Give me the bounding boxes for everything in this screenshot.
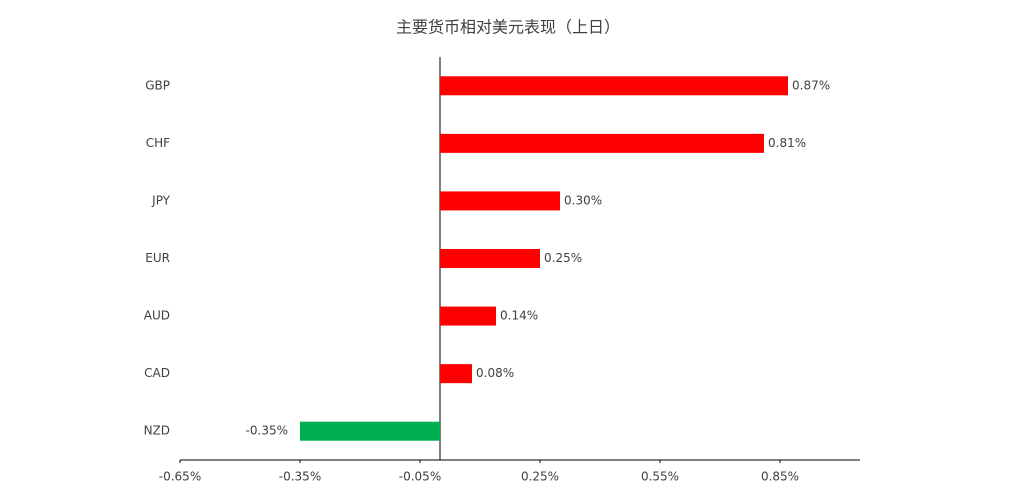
bar [440, 364, 472, 384]
x-tick-label: -0.35% [279, 470, 321, 484]
bar [440, 76, 788, 96]
x-tick-label: -0.65% [159, 470, 201, 484]
y-tick-label: CHF [146, 136, 170, 150]
x-tick-label: -0.05% [399, 470, 441, 484]
value-label: 0.08% [476, 366, 514, 380]
y-tick-label: EUR [145, 251, 170, 265]
y-tick-label: JPY [151, 193, 171, 207]
value-label: 0.25% [544, 251, 582, 265]
bar [440, 306, 496, 326]
value-label: -0.35% [246, 424, 288, 438]
y-tick-label: AUD [144, 309, 170, 323]
value-label: 0.14% [500, 309, 538, 323]
x-tick-label: 0.25% [521, 470, 559, 484]
value-label: 0.30% [564, 193, 602, 207]
chart-title: 主要货币相对美元表现（上日） [396, 18, 620, 37]
bar [440, 191, 560, 211]
bar [440, 249, 540, 268]
x-tick-label: 0.85% [761, 470, 799, 484]
x-tick-label: 0.55% [641, 470, 679, 484]
bar [300, 421, 440, 441]
y-tick-label: NZD [144, 424, 170, 438]
value-label: 0.87% [792, 78, 830, 92]
bar [440, 133, 764, 153]
value-label: 0.81% [768, 136, 806, 150]
y-tick-label: GBP [145, 78, 170, 92]
y-tick-label: CAD [144, 366, 170, 380]
